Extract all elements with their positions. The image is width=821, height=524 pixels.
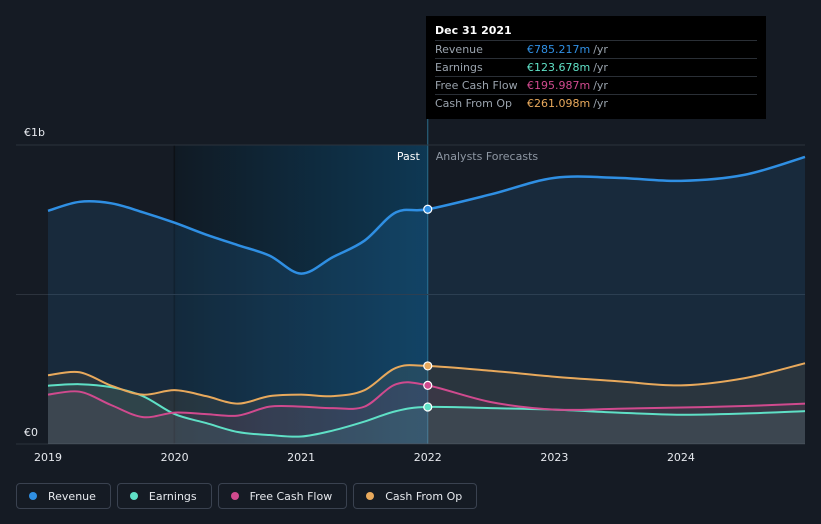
tooltip-value: €785.217m — [527, 43, 591, 56]
line-revenue — [47, 155, 806, 275]
legend-earnings-button[interactable]: Earnings — [116, 483, 212, 509]
tooltip-date: Dec 31 2021 — [435, 24, 512, 37]
tooltip-row-cfo: Cash From Op €261.098m /yr — [435, 94, 757, 112]
marker-revenue — [423, 204, 433, 214]
area-revenue — [48, 156, 805, 444]
area-free-cash-flow — [48, 382, 805, 444]
x-tick-label: 2020 — [161, 451, 189, 464]
cfo-dot-icon — [366, 492, 375, 500]
legend-cfo-button[interactable]: Cash From Op — [353, 483, 478, 509]
x-tick-label: 2024 — [667, 451, 695, 464]
line-cash-from-op — [47, 362, 806, 405]
x-tick-label: 2019 — [34, 451, 62, 464]
y-tick-label: €0 — [24, 426, 38, 439]
x-tick-label: 2021 — [287, 451, 315, 464]
line-free-cash-flow — [47, 381, 806, 419]
tooltip-unit: /yr — [593, 79, 608, 92]
legend: Revenue Earnings Free Cash Flow Cash Fro… — [16, 483, 478, 509]
tooltip-value: €261.098m — [527, 97, 591, 110]
line-earnings — [47, 383, 806, 438]
marker-earnings — [423, 402, 433, 412]
fcf-dot-icon — [230, 492, 239, 500]
tooltip-value: €195.987m — [527, 79, 591, 92]
area-earnings — [48, 384, 805, 444]
x-tick-label: 2022 — [414, 451, 442, 464]
tooltip: Dec 31 2021 Revenue €785.217m /yr Earnin… — [426, 16, 766, 119]
tooltip-value: €123.678m — [527, 61, 591, 74]
revenue-dot-icon — [29, 492, 37, 500]
tooltip-row-earnings: Earnings €123.678m /yr — [435, 58, 757, 76]
legend-fcf-button[interactable]: Free Cash Flow — [217, 483, 348, 509]
marker-free-cash-flow — [423, 380, 433, 390]
legend-label: Earnings — [148, 489, 197, 503]
past-label: Past — [397, 150, 421, 163]
legend-label: Free Cash Flow — [249, 489, 333, 503]
tooltip-label: Free Cash Flow — [435, 79, 518, 92]
y-tick-label: €1b — [24, 126, 45, 139]
tooltip-unit: /yr — [593, 43, 608, 56]
tooltip-unit: /yr — [593, 97, 608, 110]
tooltip-unit: /yr — [593, 61, 608, 74]
forecast-label: Analysts Forecasts — [436, 150, 539, 163]
tooltip-label: Earnings — [435, 61, 483, 74]
tooltip-row-revenue: Revenue €785.217m /yr — [435, 40, 757, 58]
x-tick-label: 2023 — [540, 451, 568, 464]
tooltip-label: Revenue — [435, 43, 483, 56]
legend-label: Cash From Op — [385, 489, 463, 503]
earnings-dot-icon — [129, 492, 138, 500]
legend-revenue-button[interactable]: Revenue — [16, 483, 111, 509]
tooltip-row-fcf: Free Cash Flow €195.987m /yr — [435, 76, 757, 94]
marker-cash-from-op — [423, 361, 433, 371]
tooltip-label: Cash From Op — [435, 97, 513, 110]
legend-label: Revenue — [48, 489, 96, 503]
